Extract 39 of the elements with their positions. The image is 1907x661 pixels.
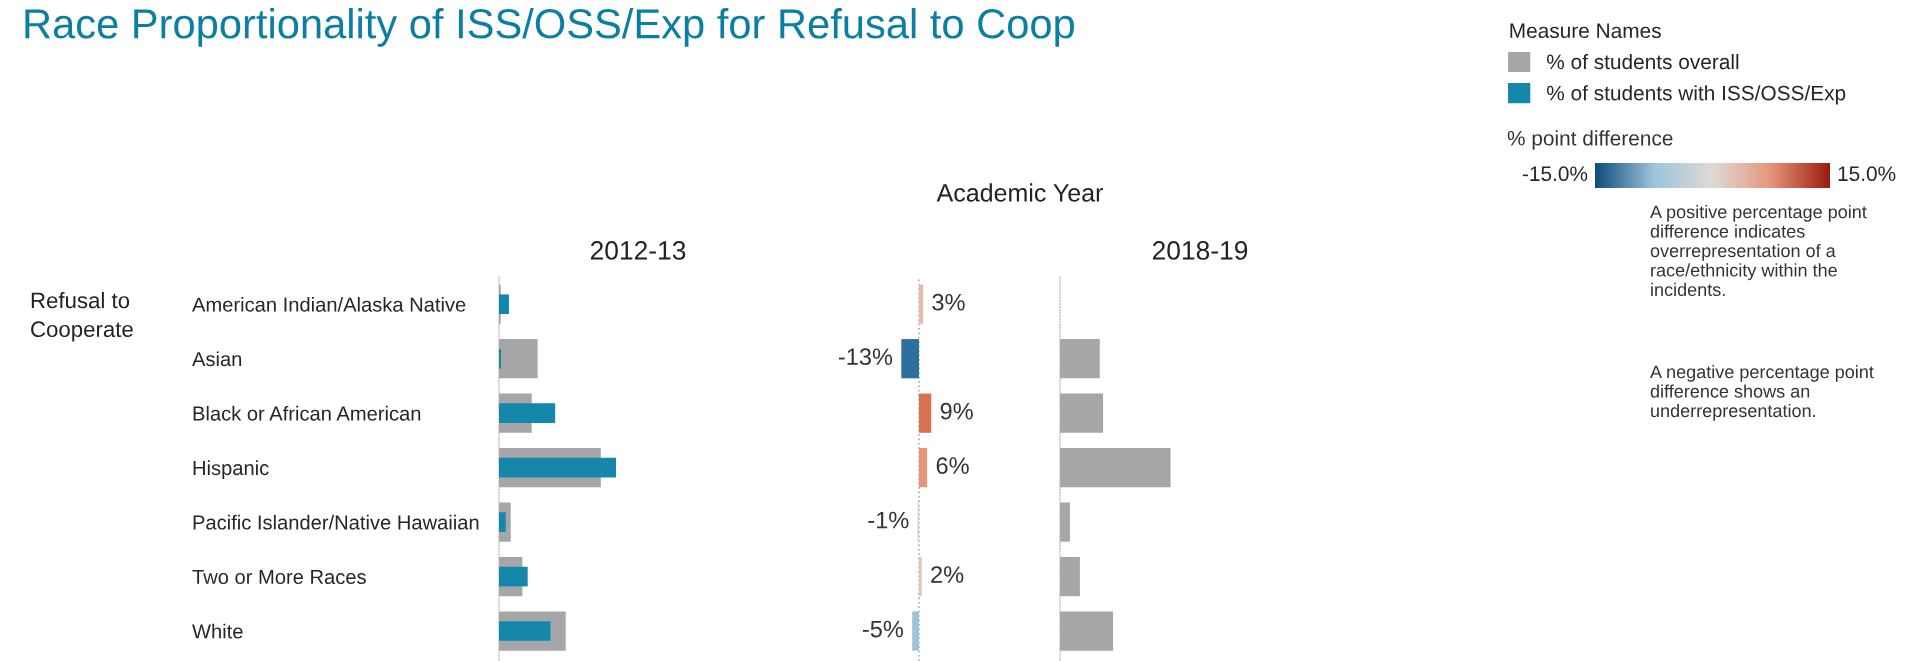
bar <box>499 566 528 587</box>
bar <box>499 512 506 532</box>
data-label: 9% <box>940 402 973 420</box>
color-bar-title: % point difference <box>1507 130 1673 150</box>
y-tick-label: Black or African American <box>193 405 421 421</box>
color-bar-label: 15.0% <box>1838 166 1896 182</box>
data-label: 6% <box>936 457 969 474</box>
bar <box>499 403 556 423</box>
bar <box>919 448 928 488</box>
y-tick-label: White <box>192 623 243 639</box>
chart-title: 2018-19 <box>1152 241 1248 260</box>
bar <box>499 294 509 315</box>
text: Academic Year <box>936 183 1103 202</box>
bar <box>919 393 932 433</box>
color-bar-label: -15.0% <box>1522 166 1588 182</box>
legend-label: % of students overall <box>1546 53 1739 70</box>
y-tick-label: Pacific Islander/Native Hawaiian <box>193 514 479 530</box>
bar <box>912 611 919 651</box>
data-label: -1% <box>868 511 909 529</box>
bar <box>499 457 616 478</box>
legend-title: Measure Names <box>1510 23 1661 39</box>
data-label: -5% <box>862 620 904 638</box>
legend-label: % of students with ISS/OSS/Exp <box>1546 85 1846 105</box>
text: Race Proportionality of ISS/OSS/Exp for Refusal to Coop <box>25 8 1074 47</box>
chart-title: 2012-13 <box>590 241 686 260</box>
bar <box>919 284 924 324</box>
data-label: 2% <box>931 566 964 583</box>
y-tick-label: Asian <box>192 351 242 367</box>
y-axis-title: Refusal to Cooperate <box>31 292 133 342</box>
text: A negative percentage point difference shows an underrepresentation. <box>1650 365 1874 421</box>
y-tick-label: Hispanic <box>193 460 269 480</box>
y-tick-label: American Indian/Alaska Native <box>192 296 466 312</box>
bar <box>901 339 919 379</box>
bar <box>919 556 922 597</box>
data-label: -13% <box>838 348 893 366</box>
text: A positive percentage point difference indicates overrepresentation of a race/ethnicity within the incidents. <box>1650 205 1867 297</box>
y-tick-label: Two or More Races <box>192 570 366 585</box>
data-label: 3% <box>932 293 965 311</box>
bar <box>499 621 551 641</box>
